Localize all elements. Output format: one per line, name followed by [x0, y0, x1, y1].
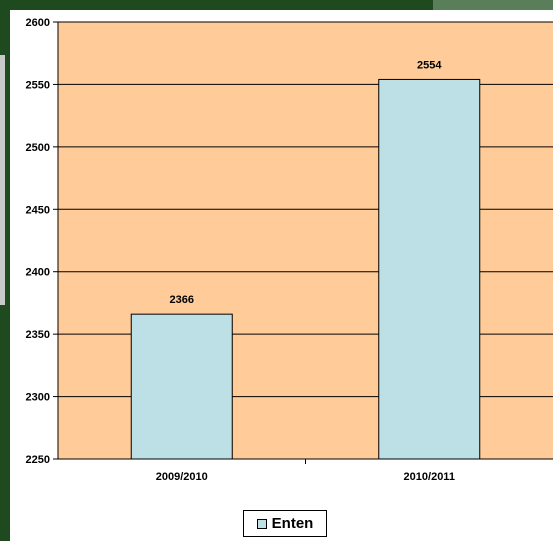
bar-2009-2010 [130, 313, 233, 460]
top-right-patch [433, 0, 553, 10]
left-edge-strip [0, 55, 5, 305]
x-tick-label-2009-2010: 2009/2010 [156, 471, 208, 483]
chart-legend: Enten [243, 510, 327, 537]
y-tick-label-2250: 2250 [26, 454, 50, 466]
data-label-2010-2011: 2554 [417, 59, 442, 71]
y-tick-label-2300: 2300 [26, 392, 50, 404]
y-tick-label-2500: 2500 [26, 142, 50, 154]
data-label-2009-2010: 2366 [170, 294, 194, 306]
y-tick-label-2600: 2600 [26, 17, 50, 29]
y-tick-label-2450: 2450 [26, 204, 50, 216]
bar-2010-2011 [378, 78, 481, 460]
y-tick-label-2350: 2350 [26, 329, 50, 341]
y-tick-label-2550: 2550 [26, 79, 50, 91]
legend-swatch-enten [256, 518, 267, 529]
x-tick-label-2010-2011: 2010/2011 [404, 471, 455, 483]
legend-label-enten: Enten [271, 515, 314, 532]
y-tick-label-2400: 2400 [26, 267, 50, 279]
